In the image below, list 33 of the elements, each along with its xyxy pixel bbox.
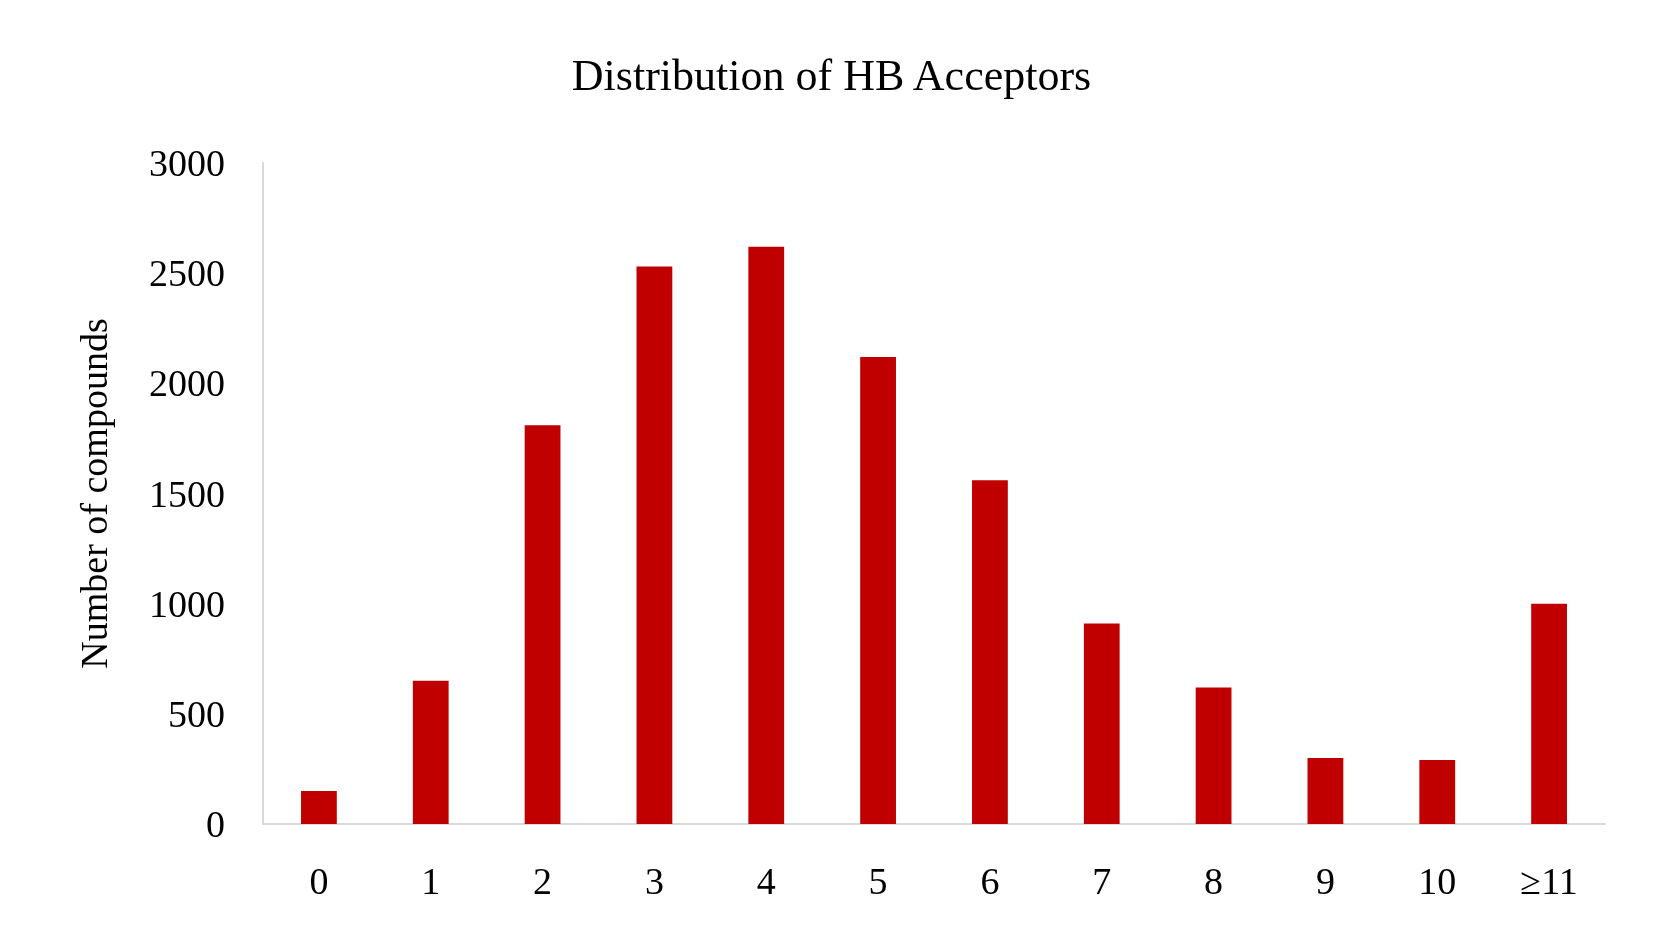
y-tick-label: 1000 — [149, 582, 225, 625]
bar — [1083, 623, 1120, 824]
y-tick-label: 1500 — [149, 472, 225, 515]
x-tick-label: 5 — [868, 860, 888, 902]
y-tick-label: 0 — [206, 803, 225, 845]
bar — [1419, 760, 1456, 824]
bar — [1531, 603, 1567, 824]
bar — [301, 790, 337, 824]
x-tick-label: 3 — [644, 860, 664, 902]
x-tick-label: 4 — [756, 860, 776, 902]
x-tick-label: 2 — [533, 860, 553, 902]
chart-title: Distribution of HB Acceptors — [571, 50, 1092, 100]
y-tick-label: 3000 — [149, 142, 225, 184]
x-tick-label: 8 — [1204, 860, 1224, 902]
x-tick-label: 1 — [421, 860, 441, 902]
bar — [748, 246, 785, 824]
x-tick-label: 0 — [309, 860, 329, 902]
y-tick-label: 2000 — [149, 362, 225, 405]
x-tick-label: 7 — [1092, 860, 1112, 902]
x-tick-label: 9 — [1315, 860, 1335, 902]
bar — [1195, 687, 1232, 824]
bar — [860, 356, 896, 824]
bar — [524, 425, 561, 824]
y-tick-label: 500 — [168, 692, 225, 735]
bar — [1307, 757, 1344, 824]
bar — [636, 266, 673, 824]
bar — [412, 680, 449, 824]
x-tick-label: 10 — [1418, 860, 1457, 902]
bar — [972, 480, 1008, 824]
x-tick-label: ≥11 — [1520, 860, 1578, 902]
y-tick-label: 2500 — [149, 252, 225, 295]
x-tick-label: 6 — [980, 860, 1000, 902]
y-axis-title: Number of compounds — [73, 318, 115, 669]
